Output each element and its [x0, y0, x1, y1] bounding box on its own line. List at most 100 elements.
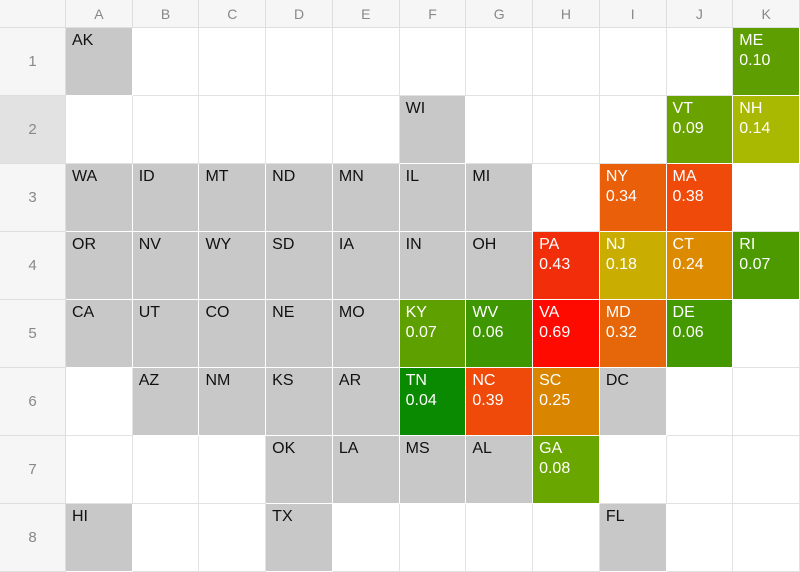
cell-a6[interactable]: [66, 368, 133, 436]
cell-h1[interactable]: [533, 28, 600, 96]
cell-c3-mt[interactable]: MT: [199, 164, 267, 232]
row-header-3[interactable]: 3: [0, 164, 66, 232]
row-header-7[interactable]: 7: [0, 436, 66, 504]
cell-f2-wi[interactable]: WI: [399, 96, 467, 164]
cell-k5[interactable]: [733, 300, 800, 368]
column-header-h[interactable]: H: [533, 0, 600, 28]
cell-c6-nm[interactable]: NM: [199, 368, 267, 436]
column-header-d[interactable]: D: [266, 0, 333, 28]
cell-j2-vt[interactable]: VT 0.09: [666, 96, 734, 164]
cell-d6-ks[interactable]: KS: [266, 368, 333, 436]
cell-g8[interactable]: [466, 504, 534, 572]
cell-k8[interactable]: [733, 504, 800, 572]
cell-a4-or[interactable]: OR: [66, 232, 133, 300]
cell-j4-ct[interactable]: CT 0.24: [666, 232, 734, 300]
cell-d1[interactable]: [266, 28, 333, 96]
cell-b7[interactable]: [132, 436, 200, 504]
cell-h5-va[interactable]: VA 0.69: [533, 300, 600, 368]
cell-e7-la[interactable]: LA: [332, 436, 400, 504]
cell-d8-tx[interactable]: TX: [266, 504, 333, 572]
cell-i2[interactable]: [599, 96, 667, 164]
cell-k2-nh[interactable]: NH 0.14: [733, 96, 800, 164]
cell-g4-oh[interactable]: OH: [466, 232, 534, 300]
cell-f5-ky[interactable]: KY 0.07: [399, 300, 467, 368]
cell-a1-ak[interactable]: AK: [66, 28, 133, 96]
cell-d2[interactable]: [266, 96, 333, 164]
column-header-f[interactable]: F: [399, 0, 467, 28]
cell-j1[interactable]: [666, 28, 734, 96]
cell-b3-id[interactable]: ID: [132, 164, 200, 232]
cell-g3-mi[interactable]: MI: [466, 164, 534, 232]
cell-i4-nj[interactable]: NJ 0.18: [599, 232, 667, 300]
cell-c2[interactable]: [199, 96, 267, 164]
cell-c1[interactable]: [199, 28, 267, 96]
cell-d4-sd[interactable]: SD: [266, 232, 333, 300]
row-header-2[interactable]: 2: [0, 96, 66, 164]
row-header-6[interactable]: 6: [0, 368, 66, 436]
cell-i1[interactable]: [599, 28, 667, 96]
cell-a7[interactable]: [66, 436, 133, 504]
cell-d3-nd[interactable]: ND: [266, 164, 333, 232]
cell-e2[interactable]: [332, 96, 400, 164]
cell-f3-il[interactable]: IL: [399, 164, 467, 232]
cell-i7[interactable]: [599, 436, 667, 504]
cell-b1[interactable]: [132, 28, 200, 96]
row-header-8[interactable]: 8: [0, 504, 66, 572]
cell-h6-sc[interactable]: SC 0.25: [533, 368, 600, 436]
cell-j5-de[interactable]: DE 0.06: [666, 300, 734, 368]
cell-b6-az[interactable]: AZ: [132, 368, 200, 436]
cell-d5-ne[interactable]: NE: [266, 300, 333, 368]
cell-f1[interactable]: [399, 28, 467, 96]
column-header-a[interactable]: A: [66, 0, 133, 28]
cell-h3[interactable]: [533, 164, 600, 232]
cell-i3-ny[interactable]: NY 0.34: [599, 164, 667, 232]
cell-b5-ut[interactable]: UT: [132, 300, 200, 368]
cell-k1-me[interactable]: ME 0.10: [733, 28, 800, 96]
column-header-k[interactable]: K: [733, 0, 800, 28]
cell-h4-pa[interactable]: PA 0.43: [533, 232, 600, 300]
cell-a3-wa[interactable]: WA: [66, 164, 133, 232]
column-header-g[interactable]: G: [466, 0, 534, 28]
cell-h8[interactable]: [533, 504, 600, 572]
cell-j8[interactable]: [666, 504, 734, 572]
cell-f4-in[interactable]: IN: [399, 232, 467, 300]
cell-j6[interactable]: [666, 368, 734, 436]
row-header-5[interactable]: 5: [0, 300, 66, 368]
column-header-e[interactable]: E: [332, 0, 400, 28]
cell-f6-tn[interactable]: TN 0.04: [399, 368, 467, 436]
cell-g6-nc[interactable]: NC 0.39: [466, 368, 534, 436]
cell-a8-hi[interactable]: HI: [66, 504, 133, 572]
cell-f7-ms[interactable]: MS: [399, 436, 467, 504]
column-header-i[interactable]: I: [599, 0, 667, 28]
cell-k7[interactable]: [733, 436, 800, 504]
column-header-b[interactable]: B: [132, 0, 200, 28]
cell-k3[interactable]: [733, 164, 800, 232]
column-header-c[interactable]: C: [199, 0, 267, 28]
cell-i5-md[interactable]: MD 0.32: [599, 300, 667, 368]
cell-g7-al[interactable]: AL: [466, 436, 534, 504]
cell-b8[interactable]: [132, 504, 200, 572]
cell-c4-wy[interactable]: WY: [199, 232, 267, 300]
cell-j3-ma[interactable]: MA 0.38: [666, 164, 734, 232]
cell-g2[interactable]: [466, 96, 534, 164]
cell-e5-mo[interactable]: MO: [332, 300, 400, 368]
cell-g5-wv[interactable]: WV 0.06: [466, 300, 534, 368]
cell-h2[interactable]: [533, 96, 600, 164]
cell-e1[interactable]: [332, 28, 400, 96]
cell-c7[interactable]: [199, 436, 267, 504]
row-header-1[interactable]: 1: [0, 28, 66, 96]
cell-a5-ca[interactable]: CA: [66, 300, 133, 368]
cell-f8[interactable]: [399, 504, 467, 572]
column-header-j[interactable]: J: [666, 0, 734, 28]
cell-j7[interactable]: [666, 436, 734, 504]
cell-k4-ri[interactable]: RI 0.07: [733, 232, 800, 300]
cell-i8-fl[interactable]: FL: [599, 504, 667, 572]
cell-d7-ok[interactable]: OK: [266, 436, 333, 504]
cell-g1[interactable]: [466, 28, 534, 96]
cell-k6[interactable]: [733, 368, 800, 436]
cell-e3-mn[interactable]: MN: [332, 164, 400, 232]
cell-b2[interactable]: [132, 96, 200, 164]
cell-e6-ar[interactable]: AR: [332, 368, 400, 436]
cell-c5-co[interactable]: CO: [199, 300, 267, 368]
cell-b4-nv[interactable]: NV: [132, 232, 200, 300]
